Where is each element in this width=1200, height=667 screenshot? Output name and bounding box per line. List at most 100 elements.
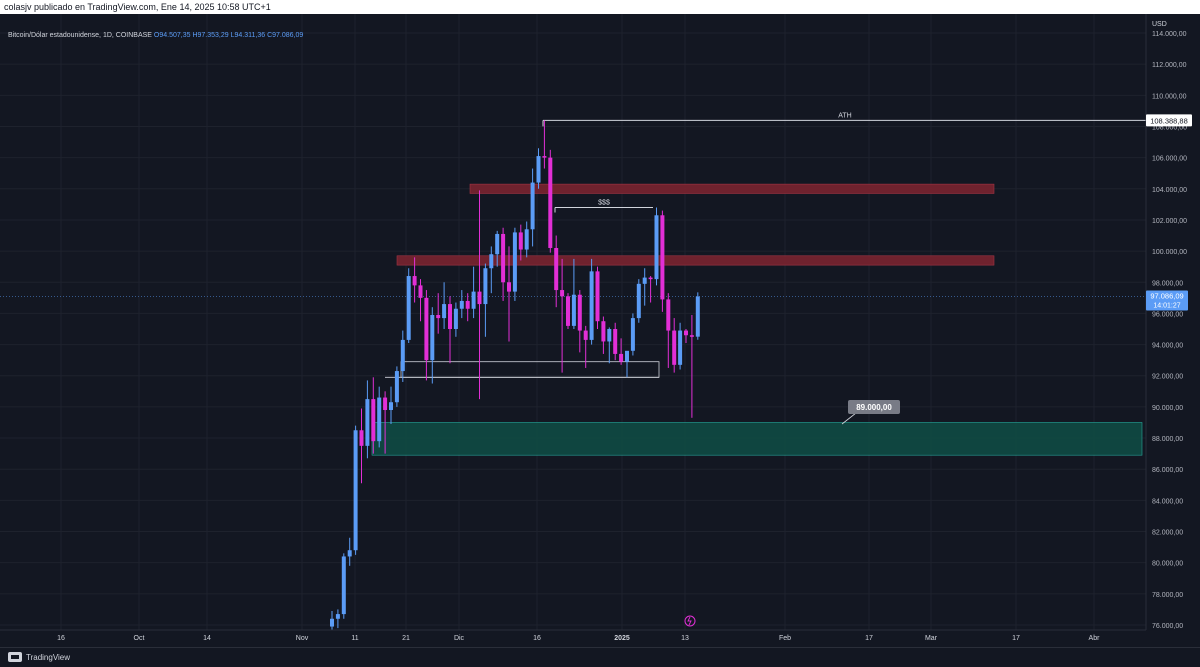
candle[interactable] <box>601 316 606 354</box>
candle[interactable] <box>448 296 452 364</box>
countdown-label: 14:01:27 <box>1153 303 1180 310</box>
candle[interactable] <box>389 386 393 425</box>
candle[interactable] <box>630 313 635 356</box>
candle[interactable] <box>477 190 482 400</box>
candle[interactable] <box>495 230 500 267</box>
footer-bar: TradingView <box>0 647 1200 667</box>
candle[interactable] <box>566 293 570 329</box>
time-axis-background[interactable] <box>0 630 1146 647</box>
candle[interactable] <box>489 246 494 294</box>
candle[interactable] <box>518 224 523 261</box>
candle[interactable] <box>689 314 694 418</box>
candle[interactable] <box>695 292 700 340</box>
candle-body <box>347 550 352 557</box>
brand-name: TradingView <box>26 652 71 662</box>
candle[interactable] <box>625 350 629 378</box>
candle[interactable] <box>666 293 671 368</box>
candle[interactable] <box>465 293 470 322</box>
candle[interactable] <box>678 322 683 370</box>
candle[interactable] <box>383 391 388 454</box>
lightning-glyph <box>687 616 692 626</box>
candle-body <box>560 290 565 297</box>
candle-body <box>359 430 364 446</box>
candle[interactable] <box>335 609 340 629</box>
range-box[interactable] <box>400 361 660 378</box>
candle[interactable] <box>507 246 511 342</box>
candle[interactable] <box>453 302 458 337</box>
candle[interactable] <box>648 276 653 303</box>
candle-body <box>601 321 606 342</box>
candle[interactable] <box>530 168 535 247</box>
chart-frame[interactable]: USD 114.000,00 112.000,00 110.000,00 108.00… <box>0 14 1200 666</box>
candle[interactable] <box>684 329 688 344</box>
candle-body <box>666 299 671 331</box>
lightning-event-icon[interactable] <box>684 615 696 627</box>
candle[interactable] <box>436 293 441 334</box>
candle-body <box>335 614 340 619</box>
candle[interactable] <box>595 266 600 329</box>
support-callout-box[interactable] <box>848 400 900 414</box>
candle-body <box>530 182 535 230</box>
candle[interactable] <box>430 307 435 384</box>
candle-body <box>524 229 529 250</box>
candle[interactable] <box>577 290 582 353</box>
candle[interactable] <box>560 258 565 373</box>
currency-label: USD <box>1152 21 1167 28</box>
candle-body <box>377 397 382 442</box>
candle[interactable] <box>341 553 346 619</box>
zone-lower-resistance[interactable] <box>396 255 995 266</box>
candle[interactable] <box>353 425 358 555</box>
candle[interactable] <box>512 227 517 301</box>
time-tick-label: Feb <box>779 635 791 642</box>
candle[interactable] <box>365 380 370 459</box>
candle[interactable] <box>483 263 488 337</box>
candle[interactable] <box>442 282 447 329</box>
candle[interactable] <box>583 325 588 368</box>
ohlc-low: L94.311,36 <box>230 32 266 39</box>
candle[interactable] <box>636 279 641 323</box>
candle[interactable] <box>654 207 659 286</box>
candle[interactable] <box>377 386 382 448</box>
candle[interactable] <box>400 330 405 382</box>
candle[interactable] <box>471 266 476 319</box>
candle[interactable] <box>548 149 553 253</box>
candle[interactable] <box>660 210 665 312</box>
time-tick-label: Dic <box>454 635 465 642</box>
zone-upper-resistance[interactable] <box>469 183 995 194</box>
candle[interactable] <box>412 257 417 303</box>
publish-header: colasjv publicado en TradingView.com, En… <box>0 0 1200 14</box>
candle[interactable] <box>371 377 376 454</box>
zone-support[interactable] <box>371 422 1143 456</box>
candle[interactable] <box>672 318 677 373</box>
time-tick-label: 17 <box>1012 635 1020 642</box>
time-tick-label: Oct <box>134 635 145 642</box>
price-axis-background[interactable] <box>1146 14 1200 647</box>
candle[interactable] <box>542 120 547 169</box>
price-tick-label: 110.000,00 <box>1152 93 1187 100</box>
candle-body <box>371 399 376 442</box>
candle[interactable] <box>459 290 464 319</box>
candle[interactable] <box>607 327 612 364</box>
time-tick-label: 11 <box>351 635 358 642</box>
candle[interactable] <box>424 290 429 381</box>
price-tick-label: 92.000,00 <box>1152 374 1183 381</box>
candle[interactable] <box>642 268 647 306</box>
candle[interactable] <box>347 537 352 566</box>
candle[interactable] <box>418 279 423 322</box>
candle[interactable] <box>613 322 618 361</box>
candle[interactable] <box>524 221 529 258</box>
candle[interactable] <box>359 408 364 484</box>
support-callout-label: 89.000,00 <box>856 403 892 412</box>
candle[interactable] <box>619 338 624 365</box>
price-chart[interactable]: USD 114.000,00 112.000,00 110.000,00 108.00… <box>0 14 1200 666</box>
candle[interactable] <box>394 366 399 407</box>
candle[interactable] <box>554 235 559 308</box>
candle[interactable] <box>589 258 594 345</box>
candle-body <box>636 283 641 319</box>
candle-body <box>536 156 541 183</box>
candle[interactable] <box>406 268 411 344</box>
candle[interactable] <box>501 227 506 301</box>
candle[interactable] <box>571 258 576 329</box>
candle[interactable] <box>330 610 334 632</box>
candle[interactable] <box>536 148 541 189</box>
